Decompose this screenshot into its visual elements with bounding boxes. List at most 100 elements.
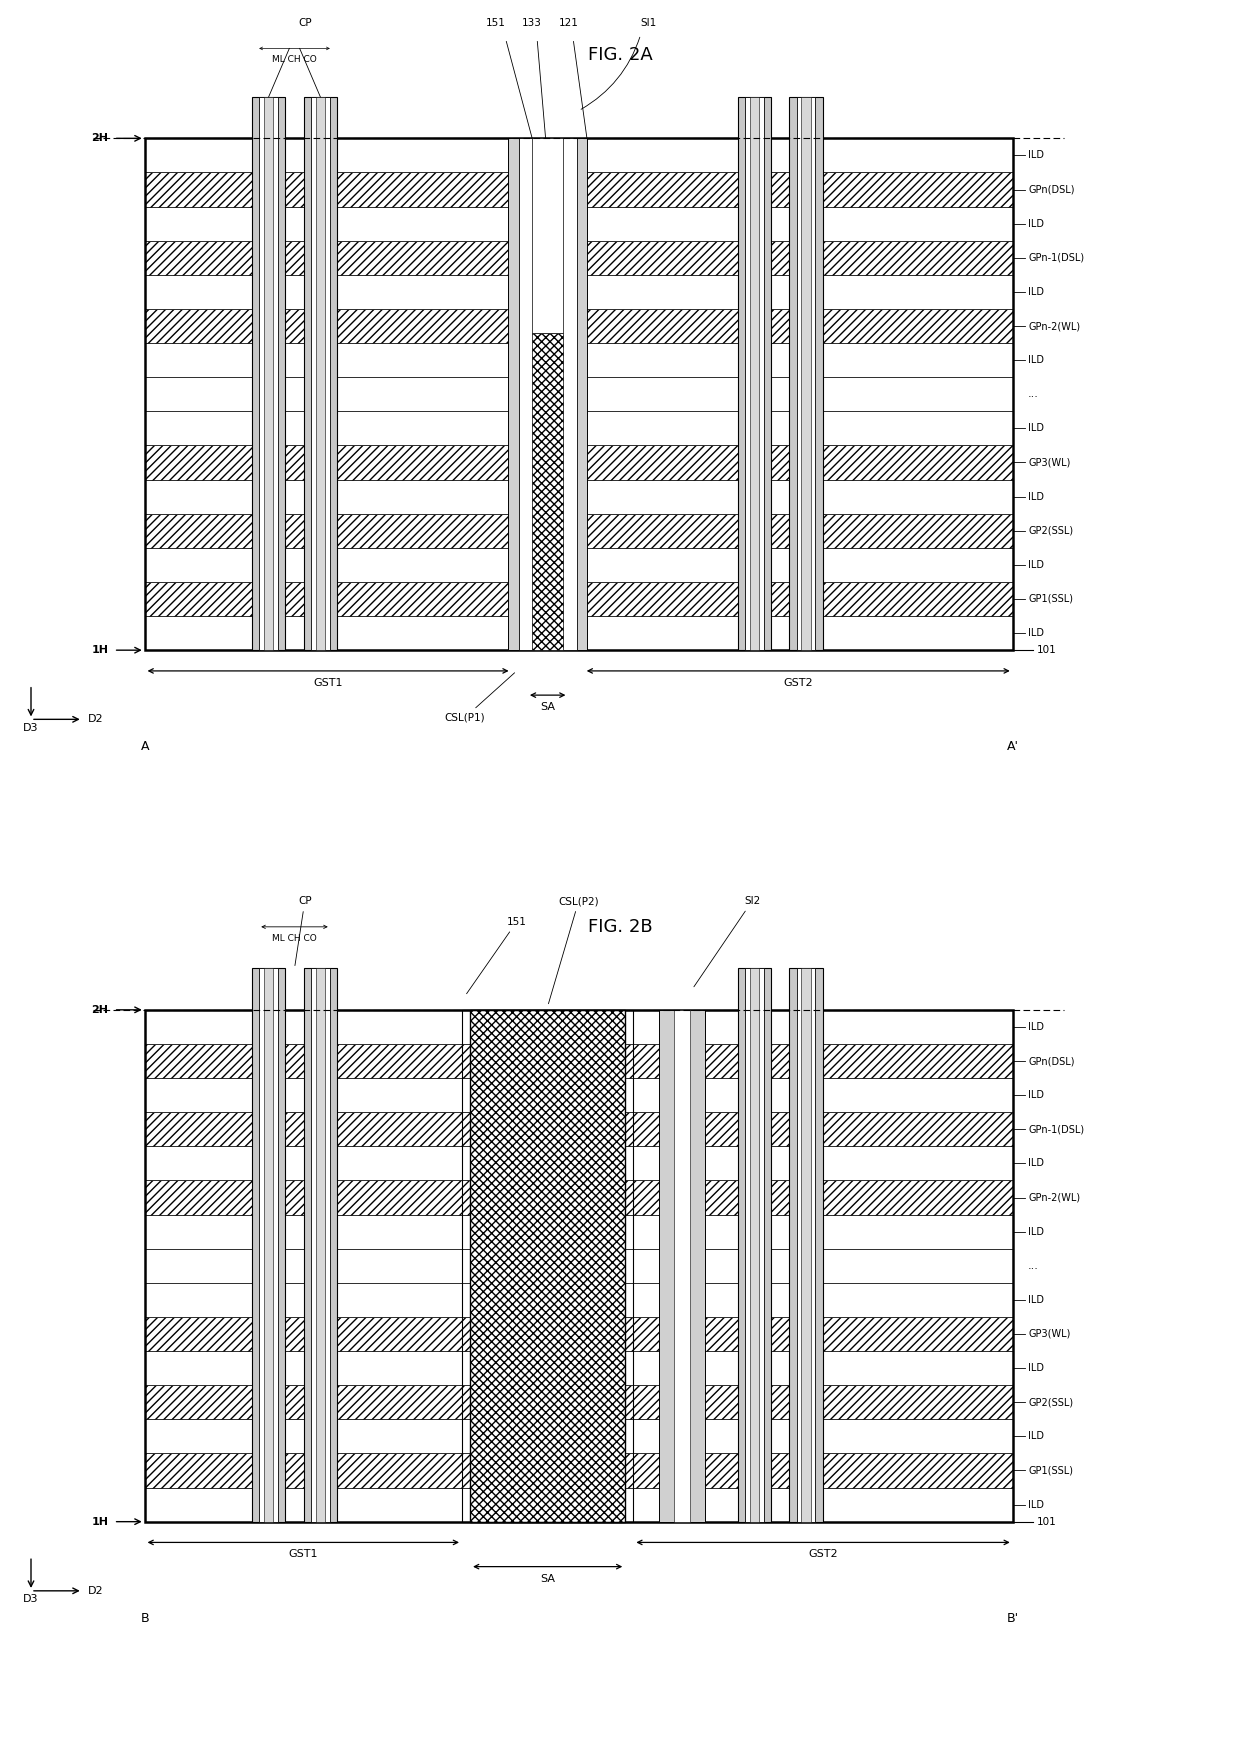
Text: D3: D3 — [24, 723, 38, 732]
Polygon shape — [745, 969, 764, 1522]
Polygon shape — [145, 138, 1013, 173]
Text: GST2: GST2 — [784, 678, 813, 688]
Polygon shape — [145, 615, 1013, 650]
Polygon shape — [304, 98, 337, 650]
Polygon shape — [145, 376, 1013, 411]
Polygon shape — [145, 446, 1013, 479]
Polygon shape — [145, 275, 1013, 309]
Text: GPn-2(WL): GPn-2(WL) — [1028, 321, 1080, 331]
Polygon shape — [750, 98, 759, 650]
Text: CP: CP — [295, 896, 311, 966]
Text: GST1: GST1 — [314, 678, 342, 688]
Text: GPn-2(WL): GPn-2(WL) — [1028, 1192, 1080, 1203]
Text: ...: ... — [1028, 389, 1039, 399]
Text: B': B' — [1007, 1612, 1019, 1624]
Polygon shape — [518, 138, 577, 650]
Polygon shape — [252, 969, 285, 1522]
Text: A': A' — [1007, 741, 1019, 753]
Text: B: B — [140, 1612, 149, 1624]
Text: ML CH CO: ML CH CO — [272, 934, 317, 943]
Polygon shape — [145, 1112, 1013, 1147]
Polygon shape — [145, 343, 1013, 376]
Polygon shape — [145, 547, 1013, 582]
Text: FIG. 2A: FIG. 2A — [588, 47, 652, 64]
Polygon shape — [264, 969, 273, 1522]
Text: CP: CP — [298, 17, 311, 28]
Text: 101: 101 — [1037, 645, 1056, 655]
Polygon shape — [145, 1248, 1013, 1283]
Text: D2: D2 — [88, 715, 103, 725]
Text: SA: SA — [541, 702, 556, 713]
Text: GP1(SSL): GP1(SSL) — [1028, 1466, 1073, 1476]
Text: CSL(P1): CSL(P1) — [445, 673, 515, 722]
Polygon shape — [252, 98, 285, 650]
Polygon shape — [145, 173, 1013, 207]
Polygon shape — [790, 98, 822, 650]
Polygon shape — [145, 1419, 1013, 1454]
Polygon shape — [790, 969, 822, 1522]
Polygon shape — [145, 1487, 1013, 1522]
Text: A: A — [140, 741, 149, 753]
Polygon shape — [745, 98, 764, 650]
Polygon shape — [801, 98, 811, 650]
Polygon shape — [738, 98, 771, 650]
Polygon shape — [660, 1009, 704, 1522]
Polygon shape — [145, 582, 1013, 615]
Text: 2H: 2H — [92, 1004, 109, 1014]
Polygon shape — [738, 969, 771, 1522]
Text: SI2: SI2 — [694, 896, 760, 987]
Polygon shape — [796, 969, 816, 1522]
Polygon shape — [145, 1454, 1013, 1487]
Polygon shape — [145, 1009, 1013, 1044]
Polygon shape — [145, 1180, 1013, 1215]
Polygon shape — [532, 138, 563, 333]
Polygon shape — [264, 98, 273, 650]
Text: GST2: GST2 — [808, 1550, 838, 1560]
Polygon shape — [259, 969, 278, 1522]
Polygon shape — [145, 1215, 1013, 1248]
Polygon shape — [145, 1079, 1013, 1112]
Text: ...: ... — [1028, 1260, 1039, 1271]
Text: GPn-1(DSL): GPn-1(DSL) — [1028, 253, 1084, 263]
Polygon shape — [145, 1044, 1013, 1079]
Text: 2H: 2H — [92, 132, 109, 143]
Polygon shape — [259, 98, 278, 650]
Text: GPn(DSL): GPn(DSL) — [1028, 185, 1075, 195]
Polygon shape — [796, 98, 816, 650]
Polygon shape — [145, 479, 1013, 514]
Polygon shape — [750, 969, 759, 1522]
Text: 1H: 1H — [92, 645, 109, 655]
Polygon shape — [145, 1318, 1013, 1351]
Polygon shape — [304, 969, 337, 1522]
Text: CSL(P2): CSL(P2) — [548, 896, 599, 1004]
Text: GPn-1(DSL): GPn-1(DSL) — [1028, 1124, 1084, 1135]
Text: D3: D3 — [24, 1595, 38, 1604]
Text: 101: 101 — [1037, 1516, 1056, 1527]
Polygon shape — [145, 207, 1013, 241]
Text: ILD: ILD — [1028, 150, 1044, 160]
Polygon shape — [801, 969, 811, 1522]
Text: ILD: ILD — [1028, 1021, 1044, 1032]
Text: 151: 151 — [466, 917, 527, 994]
Text: ILD: ILD — [1028, 288, 1044, 296]
Polygon shape — [316, 98, 325, 650]
Polygon shape — [145, 411, 1013, 446]
Text: GPn(DSL): GPn(DSL) — [1028, 1056, 1075, 1067]
Text: ILD: ILD — [1028, 1295, 1044, 1306]
Text: ILD: ILD — [1028, 560, 1044, 570]
Polygon shape — [508, 138, 587, 650]
Text: ILD: ILD — [1028, 627, 1044, 638]
Polygon shape — [673, 1009, 691, 1522]
Text: GP3(WL): GP3(WL) — [1028, 457, 1070, 467]
Text: GP3(WL): GP3(WL) — [1028, 1328, 1070, 1339]
Text: ILD: ILD — [1028, 1431, 1044, 1441]
Polygon shape — [311, 98, 330, 650]
Polygon shape — [311, 969, 330, 1522]
Text: GP2(SSL): GP2(SSL) — [1028, 526, 1074, 535]
Text: GP2(SSL): GP2(SSL) — [1028, 1398, 1074, 1407]
Text: ILD: ILD — [1028, 1363, 1044, 1373]
Text: ILD: ILD — [1028, 492, 1044, 502]
Text: 133: 133 — [522, 17, 542, 28]
Text: ILD: ILD — [1028, 1159, 1044, 1168]
Polygon shape — [532, 333, 563, 650]
